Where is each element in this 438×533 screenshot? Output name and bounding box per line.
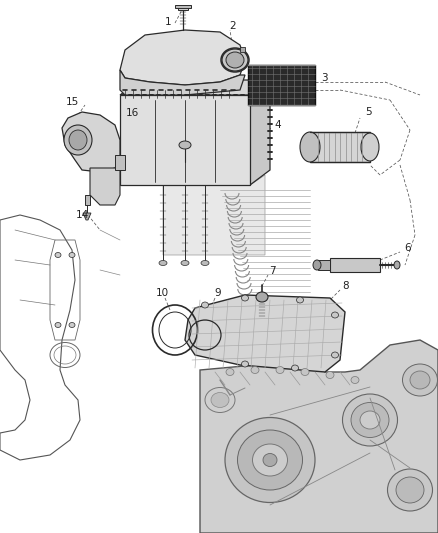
Ellipse shape xyxy=(55,322,61,327)
Ellipse shape xyxy=(361,133,379,161)
Ellipse shape xyxy=(263,454,277,466)
Polygon shape xyxy=(185,295,345,372)
Polygon shape xyxy=(120,80,270,95)
Ellipse shape xyxy=(396,477,424,503)
Ellipse shape xyxy=(159,261,167,265)
Polygon shape xyxy=(115,155,125,170)
Polygon shape xyxy=(318,260,330,270)
Ellipse shape xyxy=(343,394,398,446)
Text: 14: 14 xyxy=(75,210,88,220)
Text: 2: 2 xyxy=(230,21,237,31)
Ellipse shape xyxy=(256,292,268,302)
Polygon shape xyxy=(120,70,245,95)
Ellipse shape xyxy=(332,352,339,358)
Ellipse shape xyxy=(196,314,224,346)
Text: 15: 15 xyxy=(65,97,79,107)
Polygon shape xyxy=(178,6,188,10)
Text: 4: 4 xyxy=(275,120,281,130)
Ellipse shape xyxy=(351,376,359,384)
Ellipse shape xyxy=(69,130,87,150)
Ellipse shape xyxy=(394,261,400,269)
Ellipse shape xyxy=(226,52,244,68)
Ellipse shape xyxy=(64,125,92,155)
Ellipse shape xyxy=(388,469,432,511)
Polygon shape xyxy=(90,168,120,205)
Ellipse shape xyxy=(297,297,304,303)
Ellipse shape xyxy=(69,253,75,257)
Ellipse shape xyxy=(360,411,380,429)
Ellipse shape xyxy=(276,367,284,374)
Text: 1: 1 xyxy=(165,17,171,27)
Polygon shape xyxy=(120,95,250,185)
Polygon shape xyxy=(175,5,191,8)
Ellipse shape xyxy=(237,430,303,490)
Ellipse shape xyxy=(205,387,235,413)
Ellipse shape xyxy=(190,308,230,352)
Ellipse shape xyxy=(211,392,229,408)
Ellipse shape xyxy=(313,260,321,270)
Ellipse shape xyxy=(300,132,320,162)
Ellipse shape xyxy=(226,368,234,376)
Text: 16: 16 xyxy=(125,108,138,118)
Polygon shape xyxy=(62,112,120,172)
Text: 7: 7 xyxy=(268,266,276,276)
Polygon shape xyxy=(240,47,245,52)
Ellipse shape xyxy=(201,261,209,265)
Polygon shape xyxy=(310,132,370,162)
Ellipse shape xyxy=(410,371,430,389)
Ellipse shape xyxy=(225,417,315,503)
Ellipse shape xyxy=(241,295,248,301)
Ellipse shape xyxy=(181,261,189,265)
Ellipse shape xyxy=(292,365,299,371)
Ellipse shape xyxy=(201,302,208,308)
Text: 8: 8 xyxy=(343,281,350,291)
Text: 5: 5 xyxy=(365,107,371,117)
Ellipse shape xyxy=(252,444,287,476)
Ellipse shape xyxy=(179,141,191,149)
Polygon shape xyxy=(163,175,265,255)
Text: 6: 6 xyxy=(405,243,411,253)
Ellipse shape xyxy=(55,253,61,257)
Polygon shape xyxy=(85,195,90,205)
Ellipse shape xyxy=(301,368,309,376)
Polygon shape xyxy=(330,258,380,272)
Ellipse shape xyxy=(241,361,248,367)
Polygon shape xyxy=(120,30,245,85)
Text: 9: 9 xyxy=(215,288,221,298)
Ellipse shape xyxy=(251,367,259,374)
Ellipse shape xyxy=(69,322,75,327)
Ellipse shape xyxy=(351,402,389,438)
Ellipse shape xyxy=(403,364,438,396)
Text: 3: 3 xyxy=(321,73,327,83)
Polygon shape xyxy=(200,340,438,533)
Polygon shape xyxy=(248,65,315,105)
Text: 10: 10 xyxy=(155,288,169,298)
Ellipse shape xyxy=(222,49,248,71)
Polygon shape xyxy=(83,213,91,220)
Ellipse shape xyxy=(332,312,339,318)
Ellipse shape xyxy=(326,372,334,378)
Polygon shape xyxy=(250,80,270,185)
